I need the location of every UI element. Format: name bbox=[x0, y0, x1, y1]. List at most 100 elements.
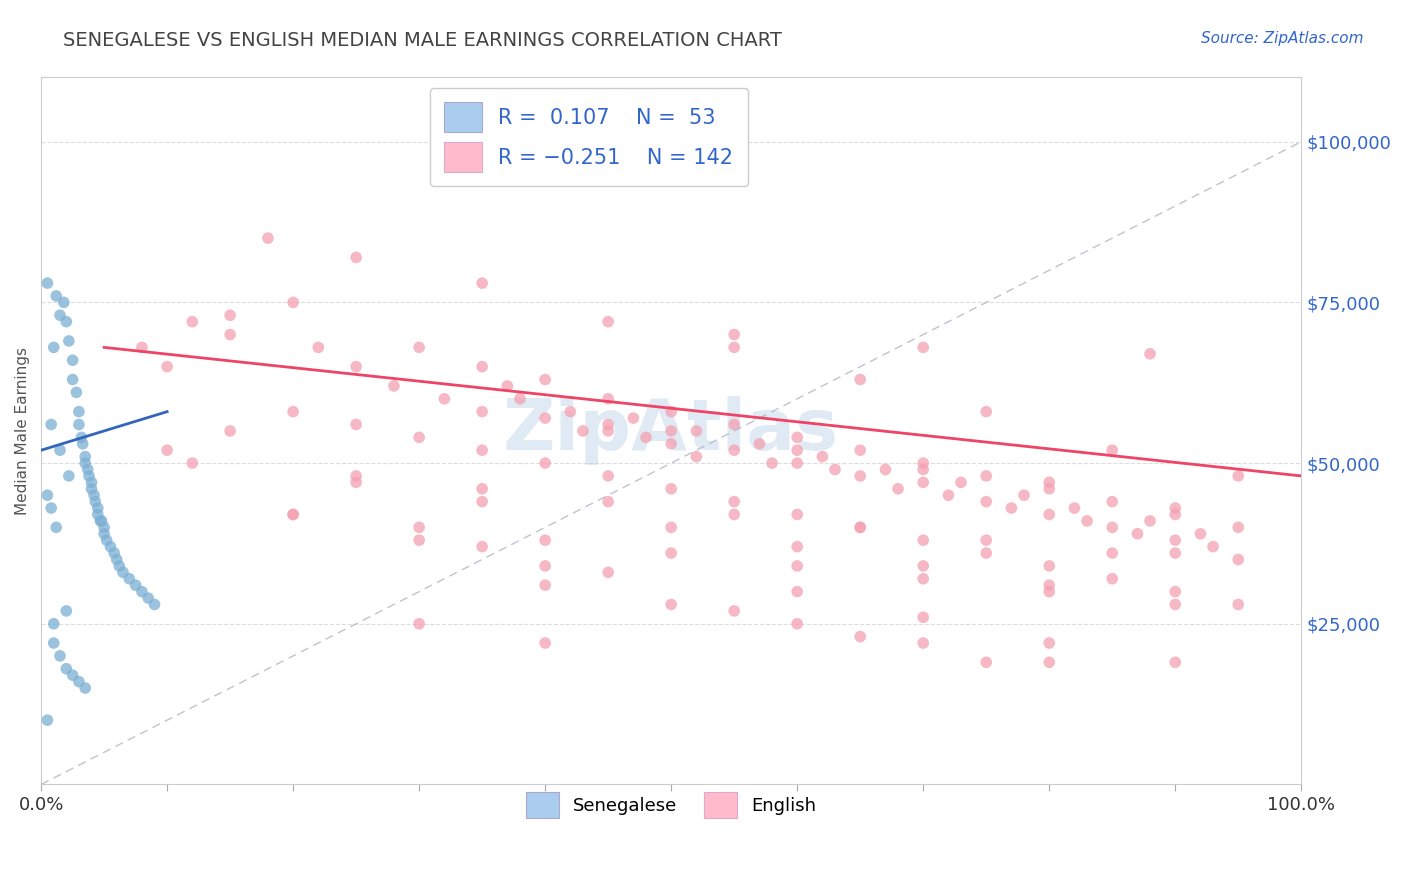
Point bbox=[723, 508, 745, 522]
Point bbox=[1126, 526, 1149, 541]
Point bbox=[344, 251, 367, 265]
Point bbox=[1076, 514, 1098, 528]
Point bbox=[685, 450, 707, 464]
Point bbox=[111, 566, 134, 580]
Point bbox=[1164, 656, 1187, 670]
Text: ZipAtlas: ZipAtlas bbox=[503, 396, 839, 466]
Point bbox=[87, 501, 110, 516]
Point bbox=[912, 610, 935, 624]
Point bbox=[471, 443, 494, 458]
Point bbox=[534, 411, 557, 425]
Point bbox=[344, 475, 367, 490]
Point bbox=[471, 482, 494, 496]
Point bbox=[100, 540, 122, 554]
Point bbox=[849, 520, 872, 534]
Point bbox=[75, 681, 97, 695]
Point bbox=[87, 508, 110, 522]
Point bbox=[408, 616, 430, 631]
Point bbox=[598, 566, 620, 580]
Point bbox=[534, 456, 557, 470]
Point bbox=[786, 616, 808, 631]
Point bbox=[974, 546, 997, 560]
Point bbox=[219, 308, 242, 322]
Point bbox=[1038, 584, 1060, 599]
Point bbox=[534, 558, 557, 573]
Point bbox=[281, 295, 304, 310]
Point bbox=[219, 424, 242, 438]
Point bbox=[598, 315, 620, 329]
Point bbox=[471, 359, 494, 374]
Point bbox=[471, 404, 494, 418]
Point bbox=[408, 533, 430, 548]
Point bbox=[65, 385, 87, 400]
Point bbox=[39, 417, 62, 432]
Point bbox=[598, 424, 620, 438]
Point bbox=[849, 520, 872, 534]
Point bbox=[572, 424, 595, 438]
Point bbox=[219, 327, 242, 342]
Point bbox=[912, 462, 935, 476]
Point bbox=[875, 462, 897, 476]
Point bbox=[659, 598, 682, 612]
Point bbox=[42, 636, 65, 650]
Point bbox=[42, 616, 65, 631]
Point bbox=[598, 469, 620, 483]
Point bbox=[156, 443, 179, 458]
Point bbox=[471, 276, 494, 290]
Text: SENEGALESE VS ENGLISH MEDIAN MALE EARNINGS CORRELATION CHART: SENEGALESE VS ENGLISH MEDIAN MALE EARNIN… bbox=[63, 31, 782, 50]
Point bbox=[37, 713, 59, 727]
Point bbox=[89, 514, 111, 528]
Point bbox=[382, 379, 405, 393]
Point bbox=[1038, 482, 1060, 496]
Point bbox=[1038, 475, 1060, 490]
Point bbox=[131, 584, 153, 599]
Point bbox=[786, 443, 808, 458]
Point bbox=[1000, 501, 1022, 516]
Legend: Senegalese, English: Senegalese, English bbox=[519, 785, 824, 825]
Point bbox=[156, 359, 179, 374]
Point bbox=[45, 289, 67, 303]
Point bbox=[598, 417, 620, 432]
Point bbox=[560, 404, 582, 418]
Point bbox=[534, 372, 557, 386]
Point bbox=[1101, 572, 1123, 586]
Point bbox=[1063, 501, 1085, 516]
Point bbox=[37, 276, 59, 290]
Point bbox=[912, 475, 935, 490]
Point bbox=[307, 340, 329, 354]
Point bbox=[471, 494, 494, 508]
Point bbox=[974, 469, 997, 483]
Point bbox=[723, 443, 745, 458]
Point bbox=[1227, 598, 1250, 612]
Point bbox=[786, 584, 808, 599]
Point bbox=[974, 533, 997, 548]
Point bbox=[408, 430, 430, 444]
Point bbox=[1101, 494, 1123, 508]
Point bbox=[761, 456, 783, 470]
Point bbox=[912, 533, 935, 548]
Point bbox=[55, 604, 77, 618]
Point bbox=[80, 475, 103, 490]
Point bbox=[70, 430, 93, 444]
Point bbox=[433, 392, 456, 406]
Point bbox=[1227, 552, 1250, 566]
Point bbox=[75, 456, 97, 470]
Point bbox=[1101, 443, 1123, 458]
Point bbox=[659, 424, 682, 438]
Text: Source: ZipAtlas.com: Source: ZipAtlas.com bbox=[1201, 31, 1364, 46]
Point bbox=[281, 508, 304, 522]
Point bbox=[55, 662, 77, 676]
Point bbox=[80, 482, 103, 496]
Point bbox=[534, 636, 557, 650]
Point bbox=[974, 656, 997, 670]
Point bbox=[723, 494, 745, 508]
Point bbox=[67, 674, 90, 689]
Point bbox=[659, 437, 682, 451]
Point bbox=[659, 546, 682, 560]
Point bbox=[96, 533, 118, 548]
Point bbox=[471, 540, 494, 554]
Point bbox=[912, 636, 935, 650]
Point bbox=[1164, 598, 1187, 612]
Point bbox=[52, 295, 75, 310]
Point bbox=[49, 443, 72, 458]
